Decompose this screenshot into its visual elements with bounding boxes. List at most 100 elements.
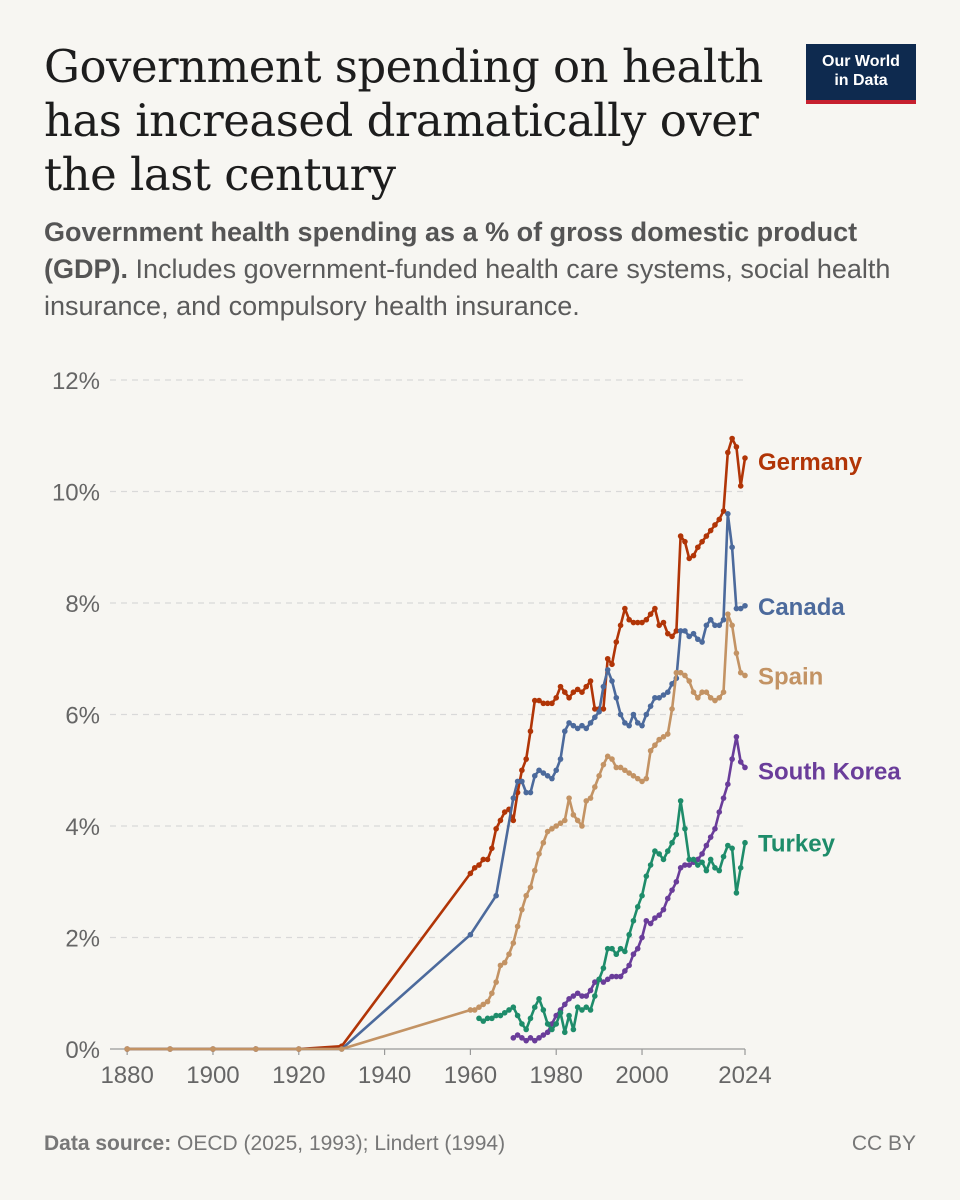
- series-label-south-korea: South Korea: [758, 758, 901, 785]
- x-tick-label: 2024: [718, 1062, 771, 1089]
- data-point-spain: [600, 761, 607, 768]
- x-tick-label: 1900: [186, 1062, 239, 1089]
- data-point-germany: [566, 694, 572, 701]
- data-point-south-korea: [604, 976, 611, 983]
- data-point-turkey: [497, 1012, 504, 1019]
- data-point-germany: [489, 845, 495, 852]
- data-point-turkey: [695, 862, 701, 868]
- data-point-spain: [210, 1046, 216, 1052]
- data-point-canada: [647, 703, 654, 709]
- data-point-turkey: [712, 865, 718, 871]
- data-point-spain: [720, 689, 727, 695]
- data-point-spain: [527, 884, 534, 891]
- data-point-canada: [553, 767, 560, 774]
- data-source-text[interactable]: OECD (2025, 1993); Lindert (1994): [171, 1132, 506, 1155]
- data-point-spain: [510, 940, 517, 946]
- data-point-germany: [553, 694, 560, 701]
- data-point-germany: [540, 700, 547, 707]
- data-point-turkey: [720, 853, 727, 860]
- data-point-germany: [664, 630, 671, 637]
- data-point-turkey: [725, 842, 731, 849]
- data-point-spain: [617, 764, 624, 771]
- data-point-spain: [690, 689, 697, 695]
- series-label-spain: Spain: [758, 663, 823, 690]
- data-point-germany: [716, 516, 723, 523]
- data-point-canada: [686, 633, 693, 640]
- data-point-spain: [476, 1004, 482, 1010]
- data-point-spain: [604, 753, 611, 760]
- data-point-south-korea: [587, 987, 594, 994]
- data-point-canada: [583, 725, 590, 732]
- data-point-turkey: [677, 798, 684, 804]
- data-point-turkey: [673, 831, 680, 838]
- data-point-turkey: [656, 851, 662, 857]
- data-point-turkey: [587, 1007, 594, 1013]
- data-point-canada: [712, 622, 718, 629]
- data-point-turkey: [484, 1015, 491, 1022]
- data-point-turkey: [716, 867, 723, 874]
- data-point-spain: [587, 795, 594, 801]
- data-point-canada: [570, 722, 577, 729]
- owid-logo[interactable]: Our World in Data: [806, 44, 916, 104]
- data-point-south-korea: [583, 993, 590, 999]
- data-point-spain: [673, 669, 680, 676]
- data-point-spain: [664, 731, 671, 737]
- data-point-south-korea: [634, 945, 641, 952]
- data-point-spain: [553, 823, 560, 829]
- data-point-spain: [540, 839, 547, 846]
- data-point-germany: [725, 449, 731, 456]
- data-point-turkey: [647, 862, 654, 868]
- data-point-germany: [673, 628, 680, 634]
- data-point-canada: [690, 630, 697, 637]
- data-point-turkey: [617, 945, 624, 952]
- y-tick-label: 12%: [52, 368, 100, 395]
- data-point-canada: [609, 678, 615, 684]
- data-point-spain: [253, 1046, 259, 1052]
- data-point-turkey: [622, 948, 628, 955]
- data-point-canada: [656, 694, 662, 701]
- data-point-canada: [733, 605, 740, 612]
- data-point-canada: [725, 511, 731, 517]
- data-point-spain: [737, 669, 744, 676]
- data-point-south-korea: [664, 895, 671, 902]
- data-point-turkey: [609, 945, 615, 952]
- data-point-spain: [506, 951, 512, 958]
- x-tick-label: 1960: [444, 1062, 497, 1089]
- data-point-turkey: [639, 892, 645, 899]
- data-point-germany: [471, 865, 478, 871]
- data-point-canada: [596, 708, 602, 715]
- data-point-turkey: [742, 839, 748, 846]
- data-point-canada: [617, 711, 624, 718]
- data-point-turkey: [493, 1012, 499, 1019]
- data-point-germany: [510, 817, 517, 824]
- data-point-canada: [682, 628, 688, 634]
- data-point-turkey: [652, 848, 658, 854]
- data-point-germany: [720, 508, 727, 514]
- data-point-spain: [686, 678, 693, 684]
- chart-title: Government spending on health has increa…: [44, 40, 763, 201]
- data-point-canada: [626, 722, 632, 729]
- data-point-south-korea: [592, 979, 598, 985]
- data-point-south-korea: [725, 781, 731, 787]
- data-point-turkey: [527, 1015, 534, 1022]
- data-point-south-korea: [622, 968, 628, 974]
- data-point-turkey: [592, 993, 598, 999]
- data-point-spain: [480, 1001, 487, 1008]
- data-point-turkey: [613, 951, 620, 958]
- data-point-south-korea: [686, 862, 693, 868]
- data-point-south-korea: [742, 764, 748, 771]
- data-point-canada: [579, 722, 585, 729]
- data-point-turkey: [510, 1004, 517, 1010]
- data-point-germany: [630, 619, 637, 626]
- data-point-canada: [652, 694, 658, 701]
- license[interactable]: CC BY: [851, 1132, 916, 1155]
- data-point-spain: [716, 694, 723, 701]
- data-point-canada: [523, 789, 529, 796]
- data-point-turkey: [660, 856, 667, 863]
- data-point-south-korea: [574, 990, 581, 997]
- data-point-turkey: [664, 848, 671, 854]
- data-point-canada: [536, 767, 542, 774]
- data-point-canada: [707, 616, 714, 623]
- data-point-spain: [583, 798, 590, 804]
- data-point-canada: [699, 639, 705, 645]
